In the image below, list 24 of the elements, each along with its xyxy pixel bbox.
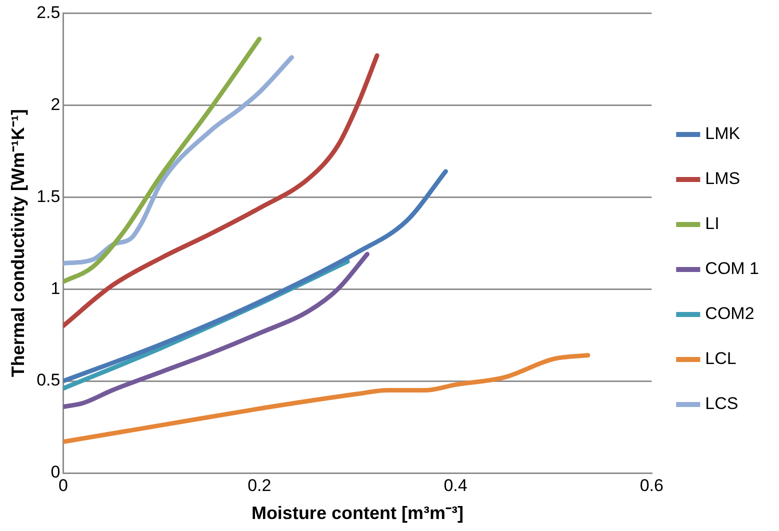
line-series <box>63 353 590 444</box>
line-series <box>63 252 370 410</box>
y-tick-label: 1 <box>50 278 60 298</box>
legend-label: LI <box>705 214 720 234</box>
legend-label: LCS <box>705 394 738 414</box>
x-tick-label: 0.4 <box>444 476 468 495</box>
legend-label: COM 1 <box>705 259 760 278</box>
x-axis-title: Moisture content [m³m⁻³] <box>251 503 464 524</box>
legend-label: LMK <box>705 124 741 144</box>
line-series <box>63 169 448 384</box>
y-tick-label: 0.5 <box>36 370 60 390</box>
y-tick-label: 2 <box>50 94 60 114</box>
y-tick-label: 1.5 <box>36 186 60 206</box>
y-tick-label: 2.5 <box>36 2 60 22</box>
x-tick-label: 0.2 <box>248 476 272 495</box>
legend-label: LMS <box>705 169 740 188</box>
line-series <box>63 53 380 328</box>
legend-label: LCL <box>705 349 736 368</box>
y-tick-label: 0 <box>50 462 60 482</box>
x-tick-label: 0.6 <box>640 476 664 495</box>
line-series <box>63 55 294 266</box>
y-axis-title: Thermal conductivity [Wm⁻¹K⁻¹] <box>8 109 28 378</box>
legend-label: COM2 <box>705 304 754 324</box>
line-series <box>63 36 262 284</box>
